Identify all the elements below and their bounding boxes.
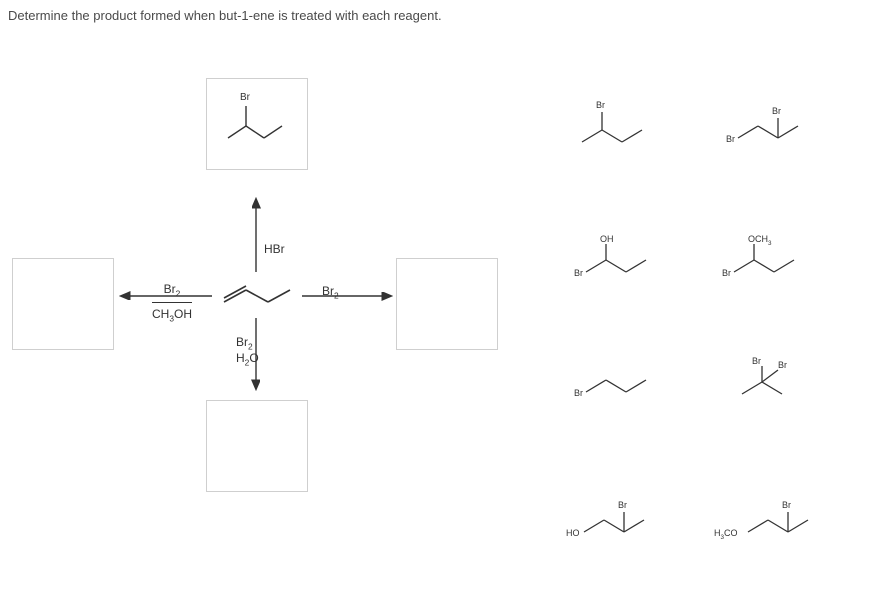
drop-zone-bottom[interactable] (206, 400, 308, 492)
palette-item[interactable]: HO Br (550, 490, 690, 550)
svg-text:Br: Br (778, 360, 787, 370)
svg-text:Br: Br (596, 100, 605, 110)
reagent-down: Br2 H2O (236, 336, 259, 367)
reagent-right: Br2 (322, 284, 339, 300)
reagent-left: Br2 CH3OH (152, 280, 192, 325)
svg-text:OCH3: OCH3 (748, 234, 772, 247)
palette-item[interactable]: Br (562, 96, 672, 160)
given-product: Br (206, 78, 306, 168)
svg-text:Br: Br (782, 500, 791, 510)
svg-text:Br: Br (726, 134, 735, 144)
svg-text:Br: Br (574, 388, 583, 398)
palette-item[interactable]: H3CO Br (700, 490, 860, 550)
reagent-up: HBr (264, 242, 285, 256)
palette-item[interactable]: Br OH (562, 230, 682, 294)
palette-item[interactable]: Br Br (710, 96, 840, 160)
palette-item[interactable]: Br OCH3 (710, 230, 850, 294)
drop-zone-left[interactable] (12, 258, 114, 350)
svg-text:Br: Br (752, 356, 761, 366)
butene-structure (224, 286, 290, 302)
palette-item[interactable]: Br Br (720, 352, 830, 412)
svg-text:OH: OH (600, 234, 614, 244)
question-prompt: Determine the product formed when but-1-… (8, 8, 442, 23)
svg-text:Br: Br (618, 500, 627, 510)
svg-text:H3CO: H3CO (714, 528, 738, 541)
svg-text:Br: Br (722, 268, 731, 278)
atom-label: Br (240, 92, 251, 103)
svg-text:HO: HO (566, 528, 580, 538)
svg-text:Br: Br (772, 106, 781, 116)
drop-zone-right[interactable] (396, 258, 498, 350)
palette-item[interactable]: Br (562, 360, 682, 410)
svg-text:Br: Br (574, 268, 583, 278)
